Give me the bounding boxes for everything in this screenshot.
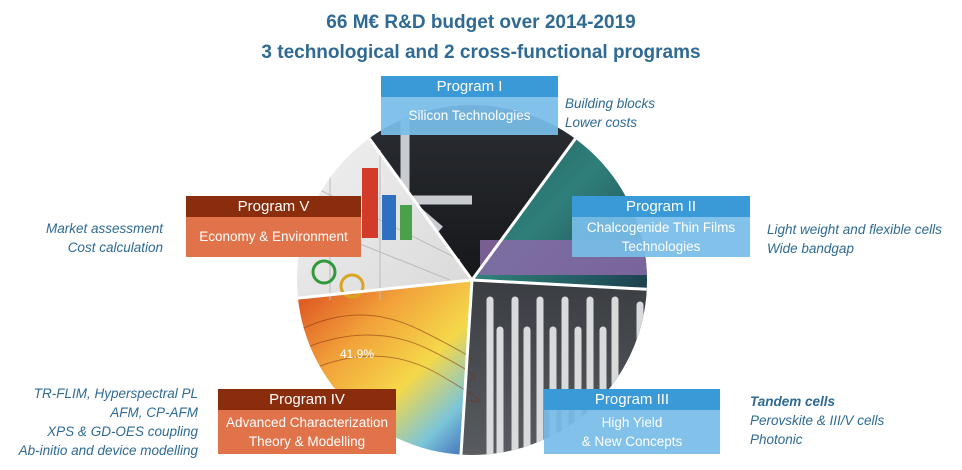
program-5-notes: Market assessment Cost calculation (0, 219, 163, 257)
program-1-description: Silicon Technologies (381, 97, 558, 135)
note-line: TR-FLIM, Hyperspectral PL (33, 386, 198, 401)
program-1-notes: Building blocks Lower costs (565, 94, 655, 132)
note-line: Light weight and flexible cells (767, 222, 942, 237)
program-3-line-2: & New Concepts (581, 434, 683, 449)
program-2-description: Chalcogenide Thin Films Technologies (572, 217, 750, 257)
program-4-description: Advanced Characterization Theory & Model… (218, 410, 396, 454)
program-4-title: Program IV (218, 389, 396, 410)
program-4-line-2: Theory & Modelling (248, 434, 366, 449)
program-3-notes: Tandem cells Perovskite & III/V cells Ph… (750, 392, 884, 449)
subtitle: 3 technological and 2 cross-functional p… (261, 42, 701, 63)
note-line: Wide bandgap (767, 241, 854, 256)
note-line: Cost calculation (67, 240, 163, 255)
note-line: Market assessment (45, 221, 163, 236)
note-line: XPS & GD-OES coupling (47, 424, 198, 439)
program-1-title: Program I (381, 76, 558, 97)
note-line: Photonic (750, 432, 803, 447)
program-3-line-1: High Yield (601, 415, 663, 430)
globe-icon (311, 259, 337, 285)
program-4-box: Program IV Advanced Characterization The… (218, 389, 396, 454)
program-5-description: Economy & Environment (186, 217, 361, 257)
note-line: Ab-initio and device modelling (18, 443, 198, 458)
program-3-title: Program III (544, 389, 720, 410)
program-2-box: Program II Chalcogenide Thin Films Techn… (572, 196, 750, 257)
program-2-line-2: Technologies (621, 239, 701, 254)
program-2-notes: Light weight and flexible cells Wide ban… (767, 220, 942, 258)
note-line: AFM, CP-AFM (110, 405, 198, 420)
note-heading: Tandem cells (750, 394, 836, 409)
program-2-title: Program II (572, 196, 750, 217)
note-line: Lower costs (565, 115, 638, 130)
main-title: 66 M€ R&D budget over 2014-2019 (326, 12, 636, 33)
note-line: Building blocks (565, 96, 656, 111)
program-5-box: Program V Economy & Environment (186, 196, 361, 257)
euro-icon (339, 273, 365, 299)
program-3-box: Program III High Yield & New Concepts (544, 389, 720, 454)
program-4-line-1: Advanced Characterization (225, 415, 389, 430)
program-5-title: Program V (186, 196, 361, 217)
program-2-line-1: Chalcogenide Thin Films (586, 220, 736, 235)
program-3-description: High Yield & New Concepts (544, 410, 720, 454)
program-4-notes: TR-FLIM, Hyperspectral PL AFM, CP-AFM XP… (0, 384, 198, 460)
note-line: Perovskite & III/V cells (750, 413, 885, 428)
program-1-box: Program I Silicon Technologies (381, 76, 558, 135)
efficiency-label: 41.9% (340, 347, 374, 361)
